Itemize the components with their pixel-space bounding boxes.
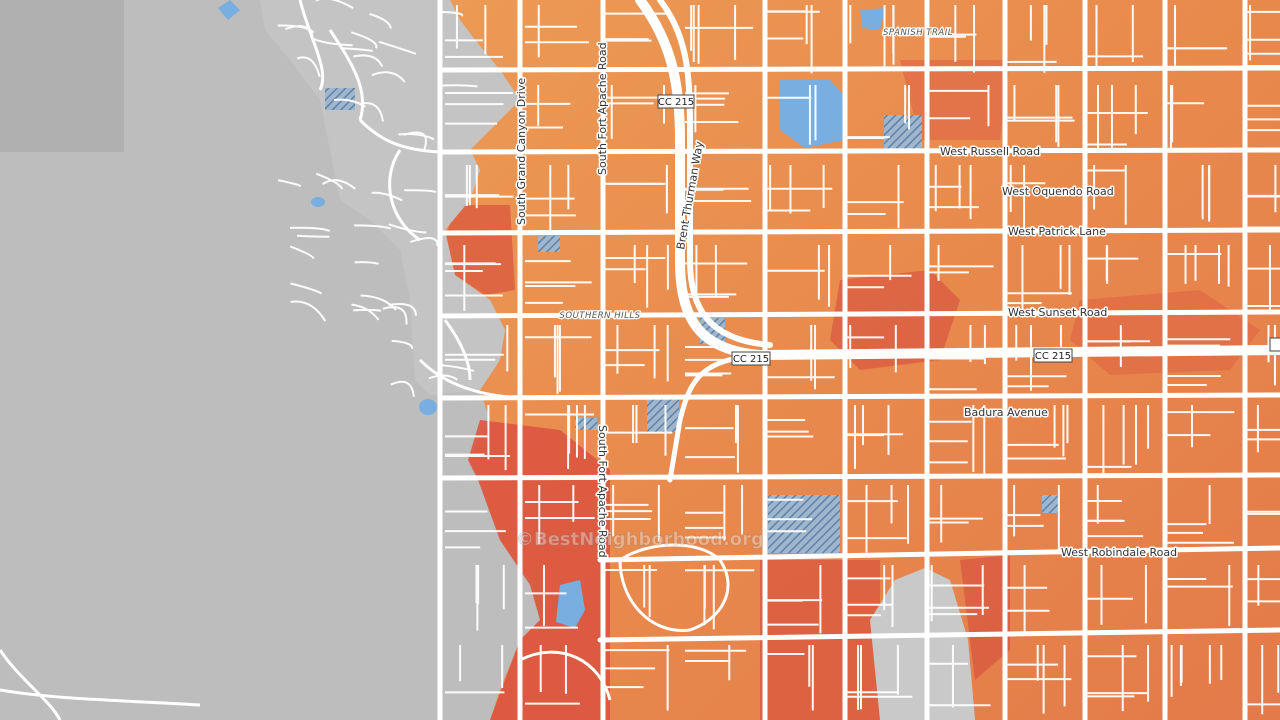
residential-street <box>277 179 301 188</box>
residential-street <box>391 339 414 349</box>
svg-text:CC 215: CC 215 <box>1035 351 1071 362</box>
svg-text:CC 215: CC 215 <box>658 97 694 108</box>
residential-street <box>369 13 392 29</box>
park-hatch-7 <box>1042 495 1060 513</box>
minor-roads <box>277 0 1280 715</box>
road-label-south-grand-canyon-drive: South Grand Canyon Drive <box>515 78 528 225</box>
residential-street <box>439 84 478 88</box>
road-label-west-sunset-road: West Sunset Road <box>1008 306 1107 319</box>
road-label-badura-avenue: Badura Avenue <box>964 406 1048 419</box>
heatmap-hotspot-west <box>445 205 515 295</box>
residential-street <box>398 133 435 141</box>
residential-street <box>315 172 344 190</box>
residential-street <box>340 47 373 52</box>
pond-spanish-trail <box>860 8 885 30</box>
residential-street <box>354 224 392 230</box>
residential-street <box>351 31 378 49</box>
unrated-area-south <box>870 568 975 720</box>
residential-street <box>322 179 356 190</box>
park-hatch-3 <box>538 236 560 252</box>
pond-top-left <box>218 0 240 20</box>
major-roads <box>437 0 1280 720</box>
shield-cc215-north: CC 215 <box>657 94 695 109</box>
residential-street <box>428 374 458 381</box>
shield-cc215-east: CC 215 <box>1033 348 1073 363</box>
curvy-residential-roads <box>0 0 730 720</box>
pond-far-west <box>311 197 325 207</box>
residential-street <box>312 37 353 47</box>
road-label-west-robindale-road: West Robindale Road <box>1061 546 1177 559</box>
park-hatch-1 <box>884 115 922 150</box>
park-hatch-6 <box>647 398 679 432</box>
heatmap-hotspot-southwest <box>468 420 610 720</box>
area-label-spanish-trail: SPANISH TRAIL <box>883 28 953 38</box>
residential-street <box>404 189 437 194</box>
park-hatch-2 <box>768 495 840 553</box>
svg-text:CC 215: CC 215 <box>733 354 769 365</box>
unrated-block <box>0 0 124 152</box>
residential-street <box>388 303 417 316</box>
residential-street <box>351 303 380 321</box>
road-label-west-oquendo-road: West Oquendo Road <box>1002 185 1114 198</box>
lake-southwest <box>556 580 585 628</box>
residential-street <box>371 71 406 83</box>
residential-street <box>371 191 403 202</box>
road-label-west-patrick-lane: West Patrick Lane <box>1008 225 1106 238</box>
residential-street <box>289 226 331 232</box>
residential-street <box>354 261 379 265</box>
residential-street <box>410 237 439 247</box>
residential-street <box>290 300 327 322</box>
shield-edge-fragment <box>1269 337 1280 352</box>
residential-street <box>438 10 464 17</box>
road-label-south-fort-apache-road-north: South Fort Apache Road <box>596 42 609 175</box>
residential-street <box>390 380 415 397</box>
residential-street <box>353 54 384 68</box>
residential-street <box>289 245 315 260</box>
shield-cc215-center: CC 215 <box>731 351 771 366</box>
park-hatch-8 <box>575 418 597 430</box>
residential-street <box>382 306 408 325</box>
road-label-south-fort-apache-road-south: South Fort Apache Road <box>596 425 609 558</box>
residential-street <box>290 282 323 295</box>
residential-street <box>378 40 417 55</box>
pond-west <box>419 399 437 415</box>
residential-street <box>296 56 321 78</box>
road-label-west-russell-road: West Russell Road <box>940 145 1040 158</box>
residential-street <box>296 234 330 238</box>
residential-street <box>315 0 354 9</box>
area-label-southern-hills: SOUTHERN HILLS <box>560 311 641 321</box>
watermark: ©BestNeighborhood.org <box>516 529 764 550</box>
